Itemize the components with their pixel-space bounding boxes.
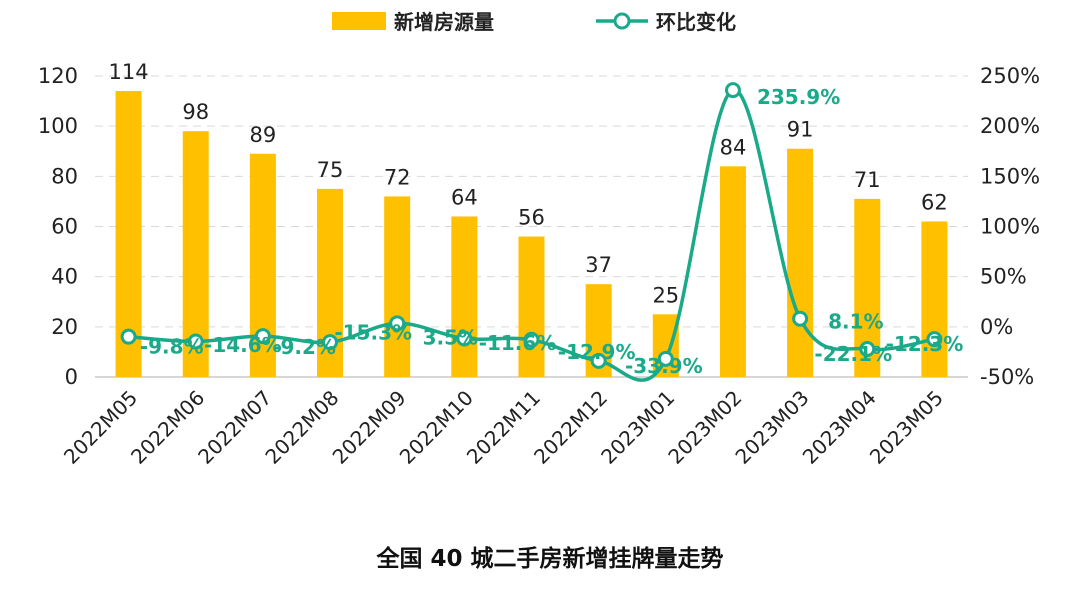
mom-change-point-2023M04	[859, 341, 876, 358]
bar-2023M02	[719, 166, 746, 377]
mom-change-label: -33.9%	[625, 354, 703, 378]
bar-2022M09	[384, 196, 411, 377]
mom-change-label: -14.6%	[204, 333, 282, 357]
mom-change-point-2022M09	[389, 315, 406, 332]
right-axis-tick: 0%	[980, 315, 1013, 339]
mom-change-point-2022M10	[456, 330, 473, 347]
bar-2023M05	[921, 221, 948, 377]
mom-change-point-2022M07	[254, 328, 271, 345]
left-axis-tick: 0	[65, 365, 78, 389]
bar-label: 98	[182, 100, 209, 124]
category-axis: 2022M052022M062022M072022M082022M092022M…	[59, 386, 948, 469]
left-axis-tick: 20	[51, 315, 78, 339]
left-axis-tick: 100	[38, 114, 78, 138]
right-axis: -50% 0% 50% 100% 150% 200% 250%	[980, 64, 1040, 389]
left-axis-tick: 60	[51, 215, 78, 239]
mom-change-point-2022M06	[187, 333, 204, 350]
mom-change-label: -9.2%	[272, 335, 336, 359]
right-axis-tick: 200%	[980, 114, 1040, 138]
mom-change-point-2023M01	[657, 350, 674, 367]
chart-title: 全国 40 城二手房新增挂牌量走势	[375, 545, 723, 572]
category-tick-2023M05: 2023M05	[865, 386, 948, 469]
mom-change-label: -12.3%	[886, 332, 964, 356]
left-axis: 0 20 40 60 80 100 120	[38, 64, 78, 389]
right-axis-tick: 250%	[980, 64, 1040, 88]
bar-label: 89	[250, 123, 277, 147]
mom-change-label: 8.1%	[828, 310, 883, 334]
mom-change-label: -12.9%	[558, 340, 636, 364]
legend-label-mom-change: 环比变化	[656, 10, 736, 34]
mom-change-point-2022M12	[590, 352, 607, 369]
mom-change-label: 235.9%	[757, 85, 840, 109]
left-axis-tick: 120	[38, 64, 78, 88]
bar-label: 56	[518, 206, 545, 230]
bar-2023M03	[787, 148, 814, 377]
right-axis-tick: 100%	[980, 215, 1040, 239]
mom-change-label: -15.3%	[334, 320, 412, 344]
mom-change-point-2022M08	[322, 334, 339, 351]
right-axis-tick: 150%	[980, 164, 1040, 188]
mom-change-label: -22.1%	[814, 342, 892, 366]
legend-marker-mom-change	[613, 12, 631, 30]
bar-label: 71	[854, 168, 881, 192]
left-axis-tick: 40	[51, 265, 78, 289]
bar-label: 64	[451, 185, 478, 209]
mom-change-point-2023M03	[792, 310, 809, 327]
bar-label: 25	[652, 283, 679, 307]
bar-label: 72	[384, 165, 411, 189]
mom-change-label: -11.6%	[479, 331, 557, 355]
bar-label: 91	[787, 118, 814, 142]
line-series: -9.8% -14.6%-9.2%-15.3% 3.5% -11.6% -12.9%-3…	[120, 82, 964, 382]
legend: 新增房源量 环比变化	[332, 10, 736, 34]
bar-label: 84	[720, 135, 747, 159]
mom-change-point-2022M05	[120, 328, 137, 345]
bar-label: 75	[317, 158, 344, 182]
bar-label: 114	[109, 60, 149, 84]
mom-change-point-2023M02	[724, 82, 741, 99]
bar-label: 62	[921, 190, 948, 214]
mom-change-point-2023M05	[926, 331, 943, 348]
bar-2022M11	[518, 236, 545, 377]
right-axis-tick: -50%	[980, 365, 1034, 389]
bar-label: 37	[585, 253, 612, 277]
bar-2022M10	[451, 216, 478, 377]
mom-change-label: -9.8%	[140, 334, 204, 358]
mom-change-point-2022M11	[523, 331, 540, 348]
left-axis-tick: 80	[51, 164, 78, 188]
legend-swatch-new-listings	[332, 12, 386, 30]
right-axis-tick: 50%	[980, 265, 1027, 289]
mom-change-label: 3.5%	[423, 325, 478, 349]
legend-label-new-listings: 新增房源量	[394, 10, 494, 34]
